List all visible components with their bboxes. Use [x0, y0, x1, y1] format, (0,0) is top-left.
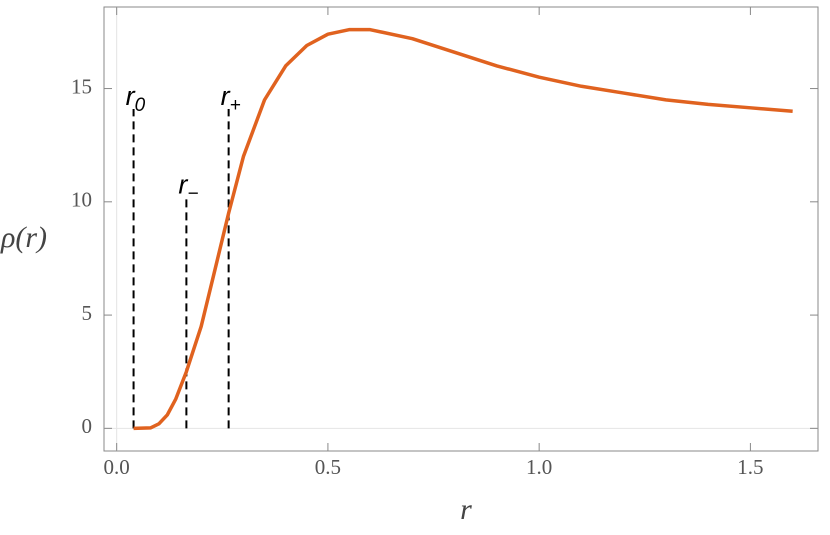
- marker-label: r−: [178, 169, 198, 204]
- marker-subscript: 0: [135, 95, 146, 116]
- marker-name: r: [221, 81, 231, 111]
- x-tick-label: 0.5: [315, 455, 341, 479]
- y-axis-label: ρ(r): [0, 221, 47, 254]
- marker-label: r0: [126, 81, 146, 116]
- x-tick-label: 1.0: [526, 455, 552, 479]
- marker-name: r: [178, 169, 188, 199]
- x-tick-label: 1.5: [737, 455, 763, 479]
- marker-name: r: [126, 81, 136, 111]
- y-tick-label: 15: [71, 74, 92, 98]
- marker-subscript: −: [187, 183, 198, 204]
- x-axis-label: r: [460, 493, 472, 526]
- x-tick-label: 0.0: [104, 455, 130, 479]
- y-tick-label: 5: [82, 301, 93, 325]
- plot-frame: [103, 6, 819, 452]
- marker-subscript: +: [230, 95, 241, 116]
- y-tick-label: 0: [82, 414, 93, 438]
- y-tick-label: 10: [71, 188, 92, 212]
- line-series: [133, 27, 793, 431]
- marker-label: r+: [221, 81, 241, 116]
